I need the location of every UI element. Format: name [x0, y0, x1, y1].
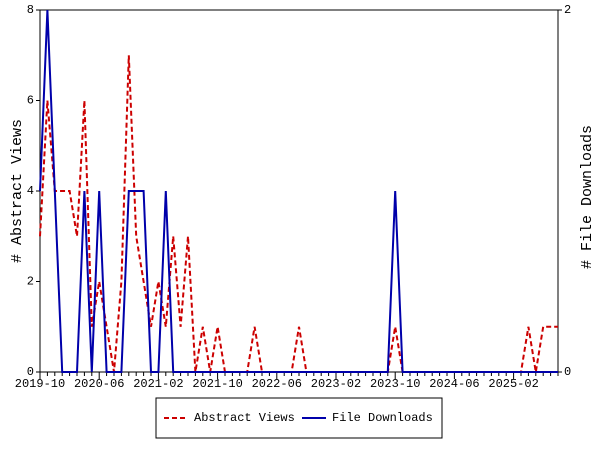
- legend-label: File Downloads: [332, 411, 433, 425]
- x-tick-label: 2023-02: [311, 377, 361, 391]
- y-tick-label: 4: [27, 184, 34, 198]
- x-tick-label: 2021-10: [192, 377, 242, 391]
- x-tick-label: 2025-02: [488, 377, 538, 391]
- legend: [155, 397, 443, 439]
- y-tick-label: 2: [27, 275, 34, 289]
- x-tick-label: 2019-10: [15, 377, 65, 391]
- y2-axis-label: # File Downloads: [579, 125, 596, 269]
- y-tick-label: 0: [27, 365, 34, 379]
- y2-tick-label: 0: [564, 365, 571, 379]
- x-tick-label: 2022-06: [252, 377, 302, 391]
- y2-tick-label: 2: [564, 3, 571, 17]
- legend-label: Abstract Views: [194, 411, 295, 425]
- series-line: [39, 55, 558, 373]
- x-tick-label: 2021-02: [133, 377, 183, 391]
- x-tick-label: 2024-06: [429, 377, 479, 391]
- series-line: [39, 9, 558, 373]
- y-axis-label: # Abstract Views: [9, 119, 26, 263]
- y-tick-label: 6: [27, 94, 34, 108]
- x-tick-label: 2020-06: [74, 377, 124, 391]
- x-tick-label: 2023-10: [370, 377, 420, 391]
- y-tick-label: 8: [27, 3, 34, 17]
